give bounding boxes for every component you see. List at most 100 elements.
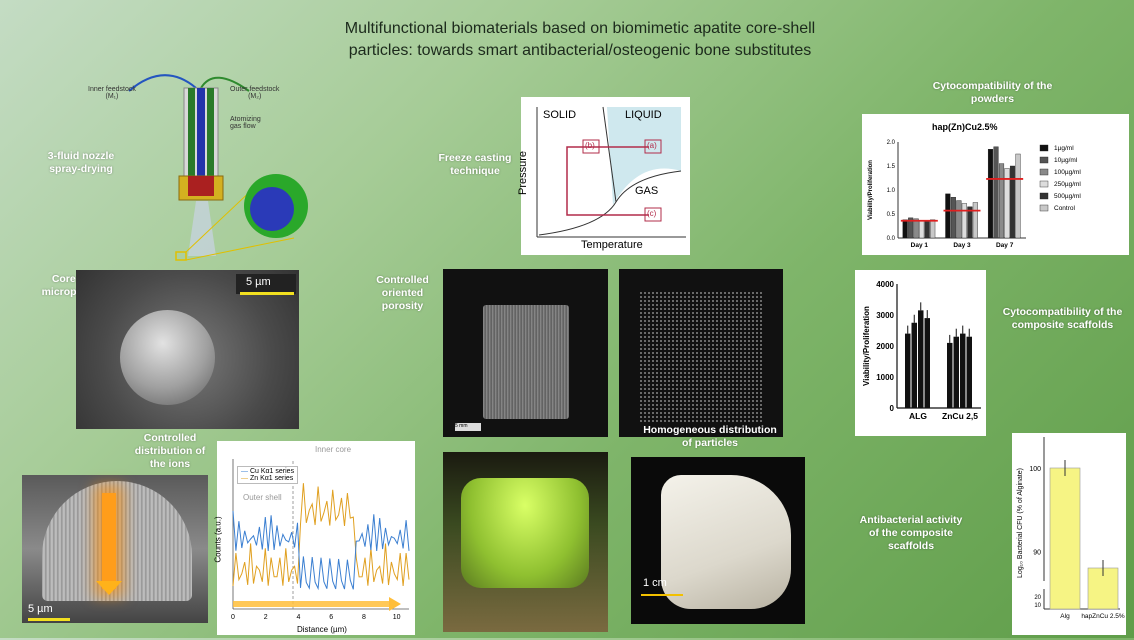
chart2-xtick: ZnCu 2,5	[942, 411, 978, 421]
outer-feedstock-label: Outer feedstock	[230, 86, 280, 93]
chart2-xtick: ALG	[909, 411, 927, 421]
chart1-legend-label: 1µg/ml	[1054, 145, 1074, 152]
zoom-box	[175, 251, 187, 261]
chart1-title: hap(Zn)Cu2.5%	[932, 122, 998, 132]
photo-scalebar-line	[641, 594, 683, 596]
chart1-bar	[1004, 168, 1010, 239]
cu-series-line	[232, 510, 410, 591]
spray-cone	[188, 201, 216, 256]
white-scaffold	[661, 475, 791, 609]
scalebar-label: 5 µm	[246, 276, 271, 288]
chart-scaffolds-svg: 0 1000 2000 3000 4000 Viability/Proliferation…	[862, 280, 981, 421]
point-a-label: (a)	[647, 141, 657, 150]
chart2-ylabel: Viability/Proliferation	[862, 306, 871, 386]
caption-antibacterial: Antibacterial activity of the composite …	[859, 514, 963, 552]
chart2-bar	[918, 310, 924, 408]
scalebar-line	[240, 292, 294, 295]
outer-arrow	[200, 76, 250, 92]
distance-arrow-head-icon	[389, 597, 401, 611]
particle-core	[250, 187, 294, 231]
chart-antibacterial-svg: 90 100 10 20 Log₁₀ Bacterial CFU (% of Algin…	[1017, 437, 1126, 620]
chart3-ytick: 90	[1033, 549, 1041, 556]
chart1-bar	[919, 220, 925, 239]
chart3-xtick: hapZnCu 2.5%	[1081, 613, 1125, 620]
profile-xtick: 0	[231, 614, 235, 621]
chart1-xtick: Day 7	[996, 242, 1014, 249]
nozzle-illustration: Inner feedstock (M₁) Outer feedstock (M₂…	[84, 66, 334, 271]
phase-xlabel: Temperature	[581, 239, 643, 251]
gas-flow-label: Atomizing	[230, 116, 261, 123]
chart1-bar	[924, 220, 930, 239]
chart1-ytick: 1.0	[887, 188, 896, 194]
photo-scaffold-2: 1 cm	[631, 457, 805, 624]
chart2-bar	[966, 336, 972, 408]
legend-zn: — Zn Kα1 series	[241, 475, 294, 482]
scalebar2-line	[28, 618, 70, 621]
caption-homogeneous: Homogeneous distribution of particles	[643, 424, 777, 449]
zoom-line-2	[185, 237, 295, 261]
chart2-bar	[947, 342, 953, 408]
outer-shell-label: Outer shell	[243, 493, 282, 502]
profile-xtick: 6	[329, 614, 333, 621]
profile-xtick: 8	[362, 614, 366, 621]
chart1-bar	[945, 193, 951, 239]
caption-ions: Controlled distribution of the ions	[134, 432, 206, 470]
chart2-ytick: 4000	[876, 280, 894, 289]
chart1-bar	[908, 217, 914, 239]
point-c-label: (c)	[647, 209, 657, 218]
outer-channel-right	[207, 88, 214, 188]
profile-xtick: 10	[393, 614, 401, 621]
chart1-bar	[930, 219, 936, 239]
chart-powders-svg: hap(Zn)Cu2.5% 0.0 0.5 1.0 1.5 2.0 Viability/Pr…	[868, 122, 1081, 249]
inner-arrow	[128, 74, 197, 92]
chart2-bar	[924, 318, 930, 408]
melting-curve	[602, 106, 617, 203]
legend-cu-label: Cu Kα1 series	[249, 468, 295, 475]
chart1-ylabel: Viability/Proliferation	[868, 160, 874, 220]
chart1-bar	[902, 219, 908, 239]
ct-scalebar: 5 mm	[455, 423, 481, 431]
chart1-legend-swatch	[1039, 168, 1049, 176]
chart1-xtick: Day 3	[953, 242, 971, 249]
chart2-bar	[960, 333, 966, 408]
profile-xtick: 2	[264, 614, 268, 621]
point-c-box	[644, 207, 662, 222]
process-path	[566, 146, 649, 216]
caption-porosity: Controlled oriented porosity	[376, 274, 429, 312]
chart1-bar	[972, 202, 978, 239]
liquid-shade	[607, 107, 681, 205]
chart3-bar	[1049, 467, 1081, 610]
microparticle	[120, 310, 215, 405]
chart-antibacterial: 90 100 10 20 Log₁₀ Bacterial CFU (% of Algin…	[1012, 433, 1126, 635]
chart1-bar	[998, 163, 1005, 239]
inner-feedstock-sub: (M₁)	[105, 93, 119, 100]
outer-channel-left	[188, 88, 195, 188]
profile-legend: — Cu Kα1 series — Zn Kα1 series	[237, 466, 299, 484]
phase-liquid-label: LIQUID	[625, 109, 662, 121]
chart1-bar	[961, 203, 967, 239]
point-b-label: (b)	[585, 141, 595, 150]
point-b-box	[582, 139, 600, 154]
chart1-ytick: 0.0	[887, 236, 896, 242]
caption-freeze: Freeze casting technique	[438, 152, 512, 177]
chart1-legend-label: 250µg/ml	[1054, 181, 1081, 188]
nozzle-svg	[128, 74, 308, 261]
chart1-legend-swatch	[1039, 204, 1049, 212]
chart3-xtick: Alg	[1060, 613, 1070, 620]
chart1-ytick: 2.0	[887, 140, 896, 146]
green-scaffold	[461, 478, 589, 588]
chart3-ytick-lower: 10	[1034, 603, 1041, 609]
legend-zn-label: Zn Kα1 series	[249, 475, 294, 482]
ct-scan-2	[619, 269, 783, 437]
inner-channel	[197, 88, 205, 196]
chart-powders: hap(Zn)Cu2.5% 0.0 0.5 1.0 1.5 2.0 Viability/Pr…	[862, 114, 1129, 255]
linescan-arrow	[102, 493, 116, 589]
chart1-legend-label: 10µg/ml	[1054, 157, 1078, 164]
inner-core-label: Inner core	[315, 445, 352, 454]
chart1-legend-label: Control	[1054, 205, 1076, 212]
chart1-bar	[993, 146, 999, 239]
chart1-legend-swatch	[1039, 192, 1049, 200]
phase-diagram: SOLID LIQUID GAS (a) (b) (c) Pressure Te…	[517, 97, 690, 255]
chart1-bar	[913, 218, 919, 239]
chart2-ytick: 3000	[876, 311, 894, 320]
